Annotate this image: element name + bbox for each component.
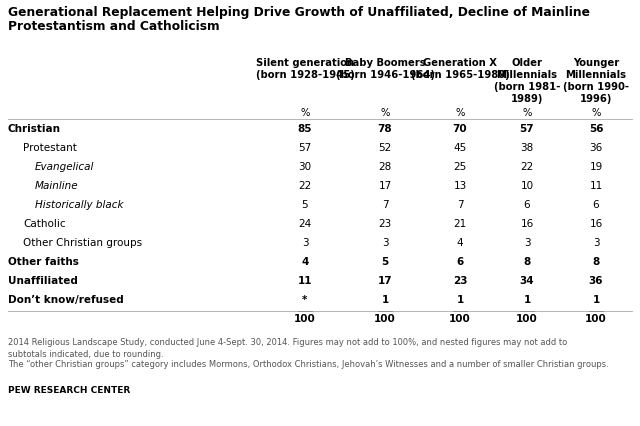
Text: The “other Christian groups” category includes Mormons, Orthodox Christians, Jeh: The “other Christian groups” category in… bbox=[8, 359, 609, 368]
Text: Historically black: Historically black bbox=[35, 199, 124, 210]
Text: 22: 22 bbox=[298, 181, 312, 190]
Text: 28: 28 bbox=[378, 161, 392, 172]
Text: %: % bbox=[300, 108, 310, 118]
Text: 1: 1 bbox=[381, 294, 388, 304]
Text: 4: 4 bbox=[301, 256, 308, 266]
Text: 56: 56 bbox=[589, 124, 604, 134]
Text: 8: 8 bbox=[524, 256, 531, 266]
Text: 85: 85 bbox=[298, 124, 312, 134]
Text: *: * bbox=[302, 294, 308, 304]
Text: 23: 23 bbox=[452, 275, 467, 285]
Text: 17: 17 bbox=[378, 181, 392, 190]
Text: 1: 1 bbox=[456, 294, 463, 304]
Text: %: % bbox=[380, 108, 390, 118]
Text: 70: 70 bbox=[452, 124, 467, 134]
Text: Baby Boomers
(born 1946-1964): Baby Boomers (born 1946-1964) bbox=[335, 58, 435, 80]
Text: 3: 3 bbox=[381, 237, 388, 248]
Text: 78: 78 bbox=[378, 124, 392, 134]
Text: 21: 21 bbox=[453, 219, 467, 228]
Text: 7: 7 bbox=[381, 199, 388, 210]
Text: 34: 34 bbox=[520, 275, 534, 285]
Text: 25: 25 bbox=[453, 161, 467, 172]
Text: 57: 57 bbox=[298, 143, 312, 153]
Text: 22: 22 bbox=[520, 161, 534, 172]
Text: Protestant: Protestant bbox=[23, 143, 77, 153]
Text: 6: 6 bbox=[593, 199, 599, 210]
Text: 17: 17 bbox=[378, 275, 392, 285]
Text: %: % bbox=[591, 108, 601, 118]
Text: 100: 100 bbox=[585, 313, 607, 323]
Text: 13: 13 bbox=[453, 181, 467, 190]
Text: Mainline: Mainline bbox=[35, 181, 79, 190]
Text: 6: 6 bbox=[456, 256, 463, 266]
Text: Christian: Christian bbox=[8, 124, 61, 134]
Text: 1: 1 bbox=[524, 294, 531, 304]
Text: 100: 100 bbox=[516, 313, 538, 323]
Text: 100: 100 bbox=[374, 313, 396, 323]
Text: 11: 11 bbox=[589, 181, 603, 190]
Text: 36: 36 bbox=[589, 143, 603, 153]
Text: Younger
Millennials
(born 1990-
1996): Younger Millennials (born 1990- 1996) bbox=[563, 58, 629, 104]
Text: 38: 38 bbox=[520, 143, 534, 153]
Text: Protestantism and Catholicism: Protestantism and Catholicism bbox=[8, 20, 220, 33]
Text: 36: 36 bbox=[589, 275, 604, 285]
Text: Catholic: Catholic bbox=[23, 219, 66, 228]
Text: 16: 16 bbox=[589, 219, 603, 228]
Text: Unaffiliated: Unaffiliated bbox=[8, 275, 78, 285]
Text: Don’t know/refused: Don’t know/refused bbox=[8, 294, 124, 304]
Text: 19: 19 bbox=[589, 161, 603, 172]
Text: 23: 23 bbox=[378, 219, 392, 228]
Text: 5: 5 bbox=[381, 256, 388, 266]
Text: 8: 8 bbox=[593, 256, 600, 266]
Text: Generational Replacement Helping Drive Growth of Unaffiliated, Decline of Mainli: Generational Replacement Helping Drive G… bbox=[8, 6, 590, 19]
Text: 16: 16 bbox=[520, 219, 534, 228]
Text: 3: 3 bbox=[524, 237, 531, 248]
Text: 5: 5 bbox=[301, 199, 308, 210]
Text: Evangelical: Evangelical bbox=[35, 161, 94, 172]
Text: 52: 52 bbox=[378, 143, 392, 153]
Text: Generation X
(born 1965-1980): Generation X (born 1965-1980) bbox=[411, 58, 509, 80]
Text: Older
Millennials
(born 1981-
1989): Older Millennials (born 1981- 1989) bbox=[494, 58, 560, 104]
Text: PEW RESEARCH CENTER: PEW RESEARCH CENTER bbox=[8, 385, 131, 394]
Text: Other Christian groups: Other Christian groups bbox=[23, 237, 142, 248]
Text: 100: 100 bbox=[294, 313, 316, 323]
Text: 11: 11 bbox=[298, 275, 312, 285]
Text: 30: 30 bbox=[298, 161, 312, 172]
Text: 4: 4 bbox=[457, 237, 463, 248]
Text: 7: 7 bbox=[457, 199, 463, 210]
Text: Silent generation
(born 1928-1945): Silent generation (born 1928-1945) bbox=[255, 58, 355, 80]
Text: %: % bbox=[522, 108, 532, 118]
Text: Other faiths: Other faiths bbox=[8, 256, 79, 266]
Text: 57: 57 bbox=[520, 124, 534, 134]
Text: 24: 24 bbox=[298, 219, 312, 228]
Text: 10: 10 bbox=[520, 181, 534, 190]
Text: 1: 1 bbox=[593, 294, 600, 304]
Text: 100: 100 bbox=[449, 313, 471, 323]
Text: 3: 3 bbox=[593, 237, 599, 248]
Text: 3: 3 bbox=[301, 237, 308, 248]
Text: 45: 45 bbox=[453, 143, 467, 153]
Text: %: % bbox=[455, 108, 465, 118]
Text: 6: 6 bbox=[524, 199, 531, 210]
Text: 2014 Religious Landscape Study, conducted June 4-Sept. 30, 2014. Figures may not: 2014 Religious Landscape Study, conducte… bbox=[8, 337, 567, 358]
